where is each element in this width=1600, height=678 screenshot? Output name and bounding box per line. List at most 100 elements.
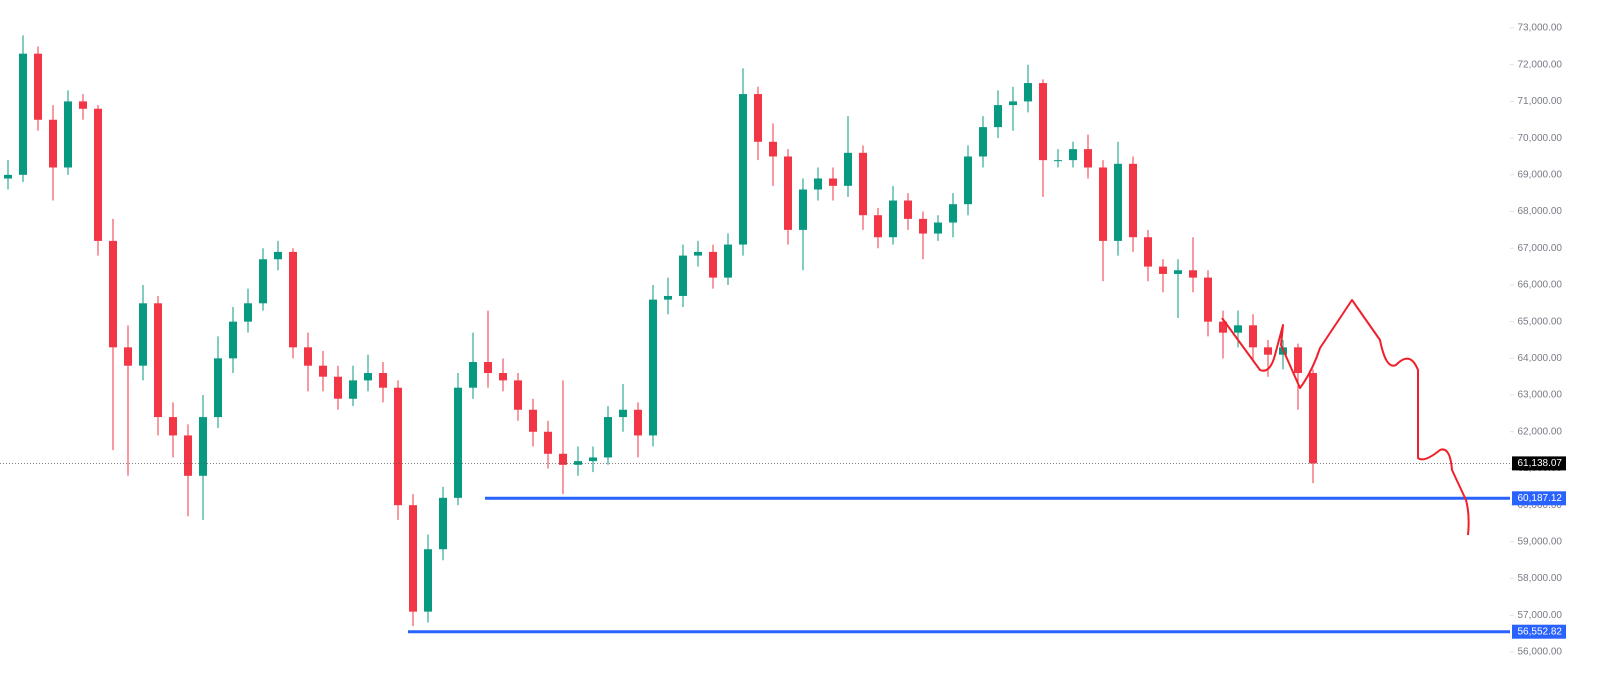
candle-body: [394, 387, 402, 506]
candle-body: [1144, 237, 1152, 267]
candle-body: [634, 409, 642, 436]
y-tick-label: 64,000.00: [1518, 353, 1563, 364]
candle-body: [934, 222, 942, 234]
candle-body: [364, 373, 372, 381]
candle-body: [469, 362, 477, 388]
candle-body: [1009, 101, 1017, 106]
candle-body: [604, 417, 612, 458]
candle-body: [349, 380, 357, 399]
candle-body: [1219, 321, 1227, 333]
candle-body: [979, 127, 987, 157]
candle-body: [49, 119, 57, 168]
candle-body: [409, 505, 417, 612]
candle-body: [844, 152, 852, 186]
candle-body: [64, 101, 72, 168]
y-tick-label: 70,000.00: [1518, 133, 1563, 144]
y-tick-label: 65,000.00: [1518, 316, 1563, 327]
y-tick-label: 72,000.00: [1518, 59, 1563, 70]
candle-body: [1099, 167, 1107, 241]
candle-body: [859, 152, 867, 216]
candle-body: [289, 251, 297, 348]
candle-body: [904, 200, 912, 219]
level-label: 60,187.12: [1518, 493, 1563, 504]
y-tick-label: 67,000.00: [1518, 243, 1563, 254]
candle-body: [649, 299, 657, 436]
y-tick-label: 60,000.00: [1518, 500, 1563, 511]
candle-body: [994, 105, 1002, 128]
candle-body: [1129, 163, 1137, 238]
candle-body: [1189, 270, 1197, 278]
candle-body: [79, 101, 87, 109]
candle-body: [1114, 163, 1122, 241]
candle-body: [244, 303, 252, 322]
candle-body: [1174, 270, 1182, 274]
candle-body: [799, 189, 807, 230]
candle-body: [679, 255, 687, 296]
candle-body: [1309, 373, 1317, 464]
candle-body: [19, 53, 27, 175]
candle-body: [199, 417, 207, 476]
candle-body: [4, 174, 12, 179]
candle-body: [964, 156, 972, 205]
y-tick-label: 66,000.00: [1518, 280, 1563, 291]
candle-body: [274, 251, 282, 260]
candle-body: [124, 347, 132, 366]
candle-body: [1159, 266, 1167, 274]
candle-body: [154, 303, 162, 418]
candle-body: [34, 53, 42, 120]
candle-body: [1054, 160, 1062, 162]
candle-body: [334, 376, 342, 399]
y-tick-label: 69,000.00: [1518, 169, 1563, 180]
candle-body: [739, 94, 747, 245]
y-tick-label: 56,000.00: [1518, 647, 1563, 658]
level-badge: [1512, 491, 1566, 506]
candle-body: [1264, 347, 1272, 355]
candle-body: [694, 251, 702, 256]
candle-body: [514, 380, 522, 410]
candle-body: [499, 373, 507, 381]
level-badge: [1512, 624, 1566, 639]
candle-body: [319, 365, 327, 377]
candle-body: [874, 215, 882, 238]
y-tick-label: 59,000.00: [1518, 537, 1563, 548]
current-price-badge: [1512, 456, 1566, 471]
y-tick-label: 71,000.00: [1518, 96, 1563, 107]
candle-body: [484, 362, 492, 374]
level-label: 56,552.82: [1518, 626, 1563, 637]
candle-body: [574, 461, 582, 465]
candle-body: [829, 178, 837, 186]
candle-body: [304, 347, 312, 366]
candle-body: [439, 497, 447, 550]
candle-body: [229, 321, 237, 359]
candle-body: [214, 358, 222, 418]
candle-body: [589, 457, 597, 462]
candle-body: [1084, 149, 1092, 168]
y-tick-label: 63,000.00: [1518, 390, 1563, 401]
candle-body: [709, 251, 717, 278]
candle-body: [949, 204, 957, 223]
candle-body: [769, 141, 777, 157]
candle-body: [94, 108, 102, 241]
candle-body: [814, 178, 822, 190]
candle-body: [1249, 325, 1257, 348]
candle-body: [1234, 325, 1242, 333]
candle-body: [619, 409, 627, 418]
candle-body: [424, 549, 432, 612]
candle-body: [1294, 347, 1302, 374]
drawing-annotation: [1221, 299, 1470, 536]
candle-body: [664, 295, 672, 300]
candle-body: [529, 409, 537, 432]
candle-body: [109, 240, 117, 348]
candle-body: [454, 387, 462, 498]
candle-body: [724, 244, 732, 278]
candle-body: [559, 453, 567, 465]
candle-body: [169, 417, 177, 436]
y-tick-label: 58,000.00: [1518, 573, 1563, 584]
candle-body: [889, 200, 897, 238]
candle-body: [784, 156, 792, 230]
current-price-label: 61,138.07: [1518, 458, 1563, 469]
candle-body: [259, 259, 267, 304]
candle-body: [1024, 83, 1032, 102]
candle-body: [754, 94, 762, 142]
